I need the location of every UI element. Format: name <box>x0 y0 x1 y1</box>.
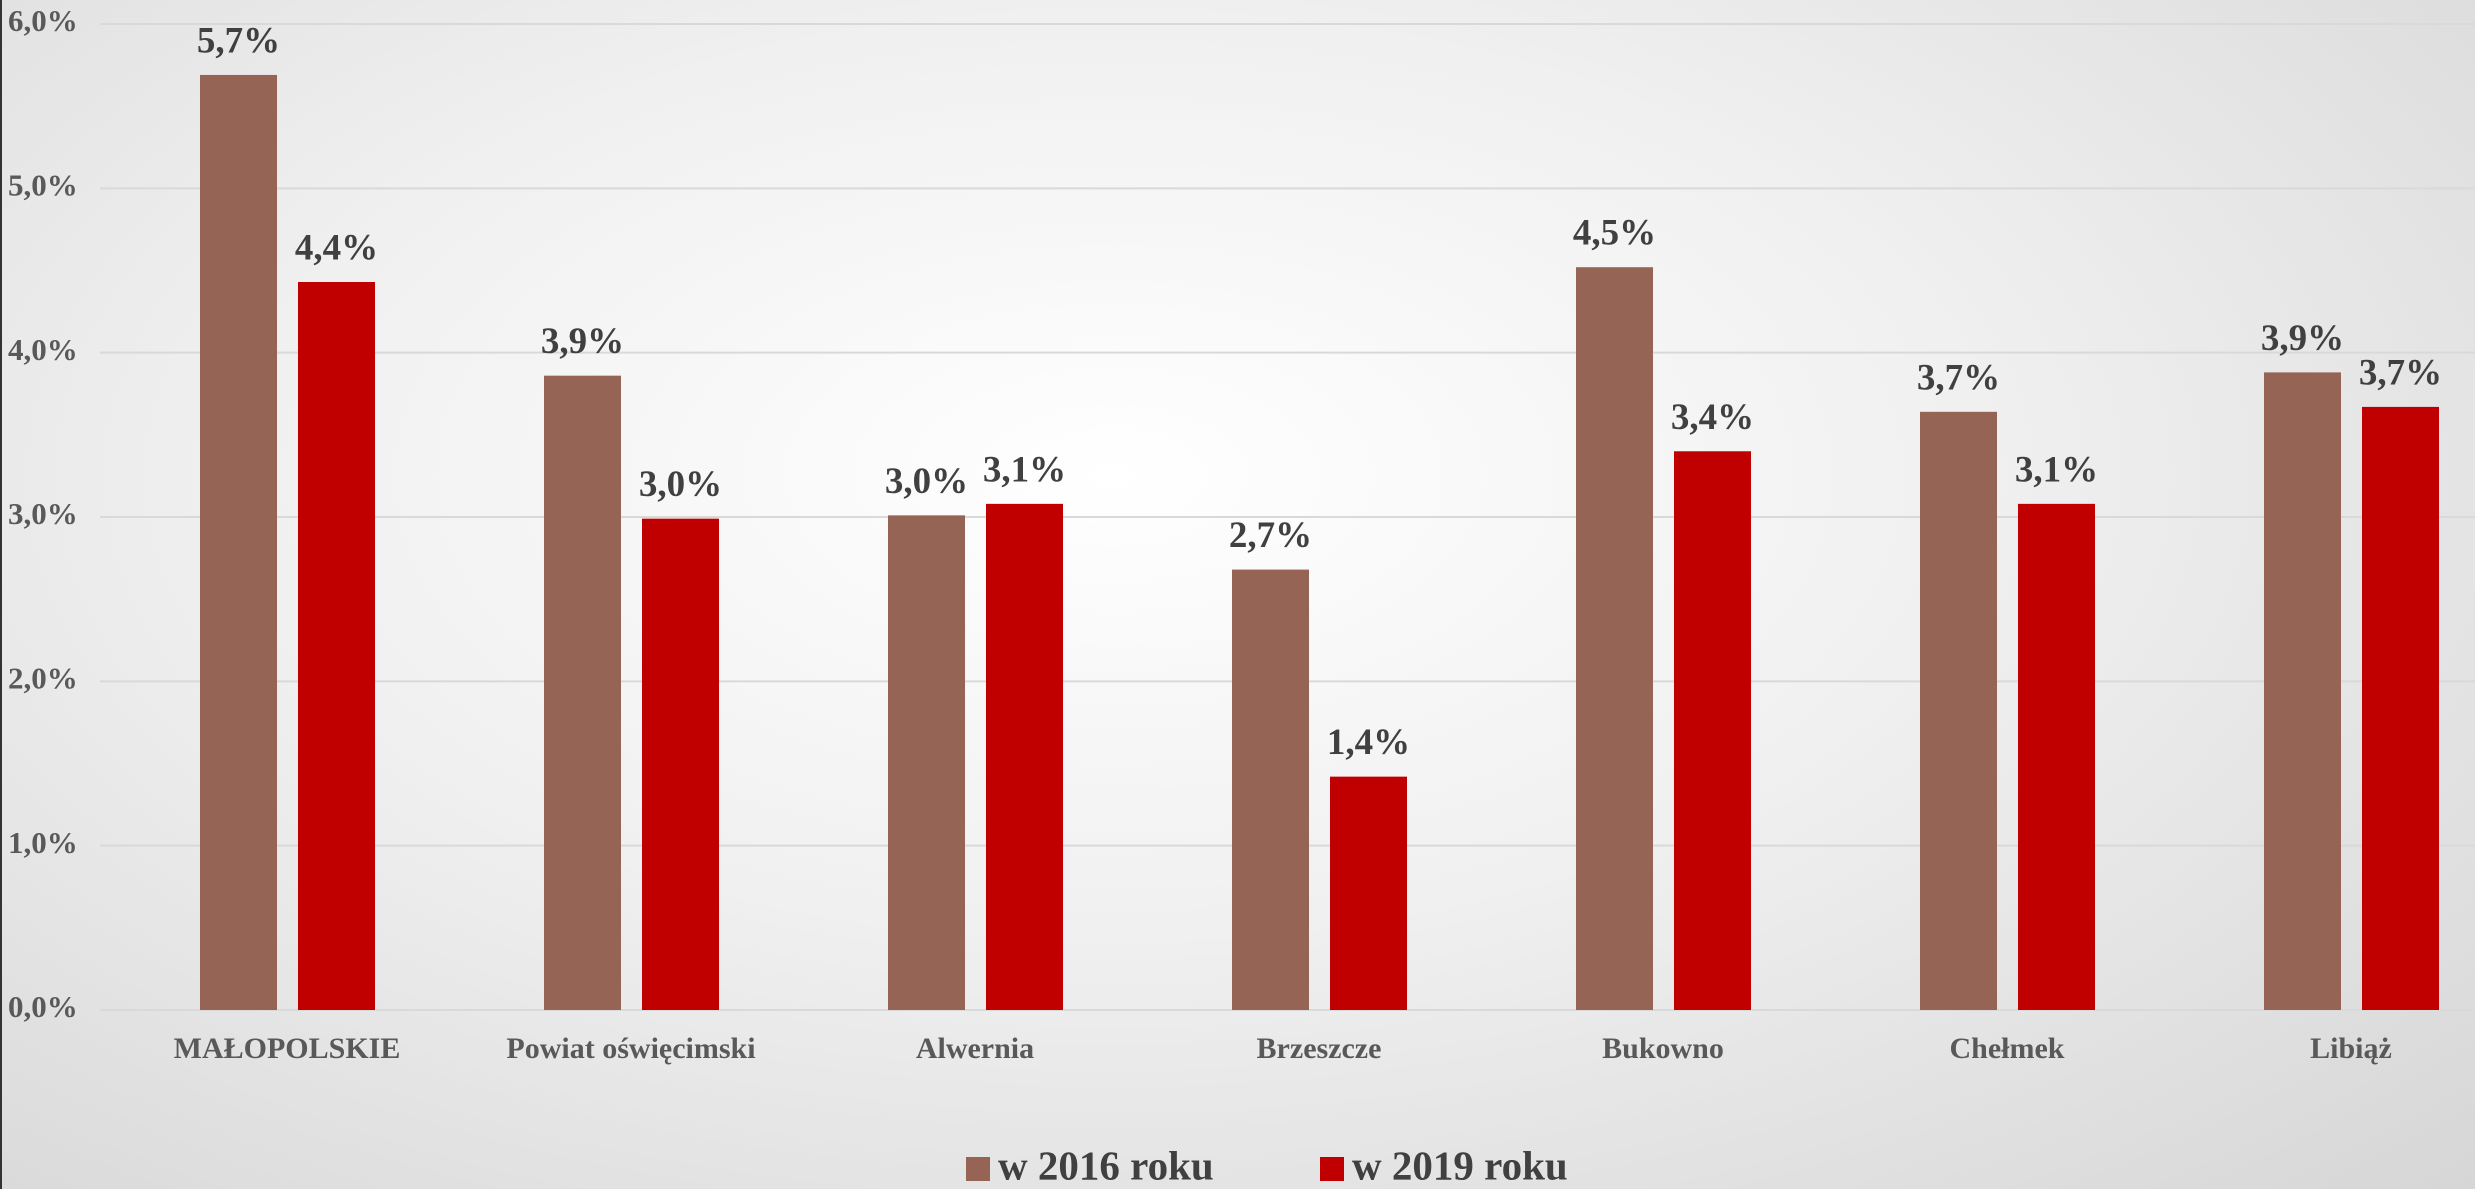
data-label: 3,7% <box>2359 352 2442 393</box>
data-label: 3,1% <box>983 449 1066 490</box>
bar <box>1674 451 1751 1010</box>
bar <box>888 515 965 1010</box>
y-tick-label: 4,0% <box>8 332 78 367</box>
data-label: 3,1% <box>2015 449 2098 490</box>
data-label: 1,4% <box>1327 722 1410 763</box>
data-label: 5,7% <box>197 20 280 61</box>
y-tick-label: 6,0% <box>8 3 78 38</box>
legend-label: w 2016 roku <box>998 1142 1214 1188</box>
legend: w 2016 roku w 2019 roku <box>966 1142 1568 1188</box>
bar <box>2018 503 2095 1010</box>
data-label: 3,9% <box>2261 318 2344 359</box>
data-label: 3,0% <box>885 461 968 502</box>
y-tick-label: 2,0% <box>8 660 78 695</box>
legend-swatch <box>966 1157 990 1181</box>
bar <box>1330 776 1407 1010</box>
bar <box>544 375 621 1010</box>
legend-label: w 2019 roku <box>1352 1142 1568 1188</box>
data-label: 2,7% <box>1229 515 1312 556</box>
x-tick-label: Brzeszcze <box>1257 1032 1382 1065</box>
bar <box>642 518 719 1010</box>
x-tick-label: Alwernia <box>916 1032 1034 1065</box>
data-label: 3,7% <box>1917 357 2000 398</box>
data-label: 3,0% <box>639 464 722 505</box>
x-tick-label: Libiąż <box>2310 1032 2392 1065</box>
data-label: 3,4% <box>1671 397 1754 438</box>
y-tick-label: 0,0% <box>8 989 78 1024</box>
x-tick-label: MAŁOPOLSKIE <box>174 1032 401 1065</box>
x-tick-label: Powiat oświęcimski <box>506 1032 755 1065</box>
bar <box>1576 267 1653 1010</box>
bar <box>2362 406 2439 1010</box>
y-tick-label: 5,0% <box>8 167 78 202</box>
legend-swatch <box>1320 1157 1344 1181</box>
data-label: 4,4% <box>295 227 378 268</box>
bar <box>2264 372 2341 1010</box>
data-label: 3,9% <box>541 321 624 362</box>
y-tick-label: 1,0% <box>8 825 78 860</box>
data-label: 4,5% <box>1573 213 1656 254</box>
bar <box>298 282 375 1011</box>
bar <box>1920 411 1997 1010</box>
x-tick-label: Chełmek <box>1950 1032 2065 1065</box>
bar <box>200 74 277 1010</box>
y-tick-label: 3,0% <box>8 496 78 531</box>
x-tick-label: Bukowno <box>1602 1032 1724 1065</box>
bar <box>986 503 1063 1010</box>
bar <box>1232 569 1309 1010</box>
